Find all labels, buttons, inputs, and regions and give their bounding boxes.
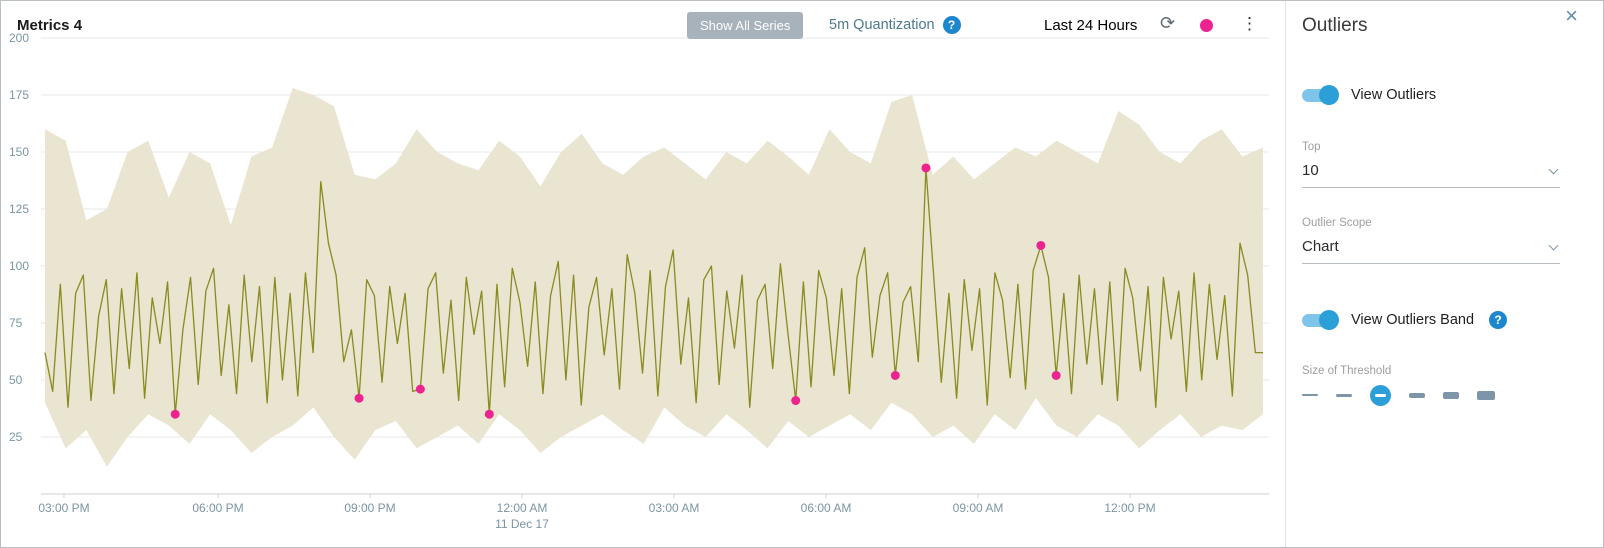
time-range-selector[interactable]: Last 24 Hours bbox=[1044, 17, 1138, 34]
toggle-knob bbox=[1319, 85, 1339, 105]
kebab-menu-icon[interactable]: ⋮ bbox=[1241, 14, 1258, 33]
svg-text:09:00 AM: 09:00 AM bbox=[953, 501, 1004, 515]
svg-text:03:00 PM: 03:00 PM bbox=[38, 501, 89, 515]
threshold-size-label: Size of Threshold bbox=[1302, 365, 1392, 377]
outlier-scope-label: Outlier Scope bbox=[1302, 217, 1372, 229]
threshold-option-4[interactable] bbox=[1409, 392, 1425, 398]
view-outliers-label: View Outliers bbox=[1351, 87, 1437, 103]
chart-panel: 200 175 150 125 100 75 50 25 03:00 PM 06:00 PM 09:… bbox=[1, 1, 1284, 547]
series-color-dot[interactable] bbox=[1200, 19, 1213, 32]
svg-text:175: 175 bbox=[9, 88, 29, 102]
chart-title: Metrics 4 bbox=[17, 17, 83, 34]
dash-icon bbox=[1375, 393, 1386, 397]
outliers-band-help-icon[interactable]: ? bbox=[1489, 311, 1508, 329]
view-outliers-toggle[interactable] bbox=[1302, 85, 1339, 105]
svg-text:09:00 PM: 09:00 PM bbox=[344, 501, 395, 515]
toggle-knob bbox=[1319, 310, 1339, 330]
outlier-scope-select[interactable]: Chart bbox=[1302, 238, 1560, 264]
show-all-series-button[interactable]: Show All Series bbox=[687, 12, 804, 39]
view-outliers-band-toggle[interactable] bbox=[1302, 310, 1339, 330]
outliers-panel: × Outliers View Outliers Top 10 Outlier … bbox=[1285, 1, 1603, 547]
svg-text:06:00 PM: 06:00 PM bbox=[192, 501, 243, 515]
svg-text:12:00 PM: 12:00 PM bbox=[1104, 501, 1155, 515]
svg-text:150: 150 bbox=[9, 145, 29, 159]
quantization-help-icon[interactable]: ? bbox=[942, 16, 961, 34]
chevron-down-icon bbox=[1548, 240, 1559, 250]
svg-text:125: 125 bbox=[9, 202, 29, 216]
close-icon[interactable]: × bbox=[1565, 3, 1578, 28]
refresh-icon[interactable]: ⟳ bbox=[1160, 13, 1176, 33]
top-label: Top bbox=[1302, 141, 1321, 153]
threshold-option-5[interactable] bbox=[1443, 391, 1459, 399]
threshold-size-selector bbox=[1302, 383, 1495, 407]
svg-text:12:00 AM: 12:00 AM bbox=[497, 501, 548, 515]
svg-text:75: 75 bbox=[9, 316, 23, 330]
view-outliers-band-label: View Outliers Band bbox=[1351, 312, 1475, 328]
svg-text:25: 25 bbox=[9, 430, 23, 444]
outlier-scope-select-group: Outlier Scope Chart bbox=[1302, 217, 1560, 264]
quantization-label: 5m Quantization bbox=[829, 17, 935, 33]
threshold-option-3-selected[interactable] bbox=[1370, 384, 1391, 406]
panel-title: Outliers bbox=[1302, 15, 1368, 36]
quantization-control: 5m Quantization ? bbox=[829, 16, 961, 34]
metrics-chart[interactable]: 200 175 150 125 100 75 50 25 03:00 PM 06:00 PM 09:… bbox=[1, 1, 1284, 547]
top-value: 10 bbox=[1302, 162, 1319, 179]
threshold-option-6[interactable] bbox=[1477, 390, 1495, 400]
top-select[interactable]: 10 bbox=[1302, 162, 1560, 188]
top-select-group: Top 10 bbox=[1302, 141, 1560, 188]
view-outliers-band-row: View Outliers Band ? bbox=[1302, 310, 1508, 330]
threshold-option-2[interactable] bbox=[1336, 393, 1352, 397]
view-outliers-row: View Outliers bbox=[1302, 85, 1437, 105]
chevron-down-icon bbox=[1548, 164, 1559, 174]
svg-text:50: 50 bbox=[9, 373, 23, 387]
svg-text:100: 100 bbox=[9, 259, 29, 273]
svg-text:03:00 AM: 03:00 AM bbox=[649, 501, 700, 515]
outlier-scope-value: Chart bbox=[1302, 238, 1339, 255]
svg-text:06:00 AM: 06:00 AM bbox=[801, 501, 852, 515]
svg-text:200: 200 bbox=[9, 31, 29, 45]
svg-text:11 Dec 17: 11 Dec 17 bbox=[495, 517, 549, 531]
threshold-option-1[interactable] bbox=[1302, 394, 1318, 396]
